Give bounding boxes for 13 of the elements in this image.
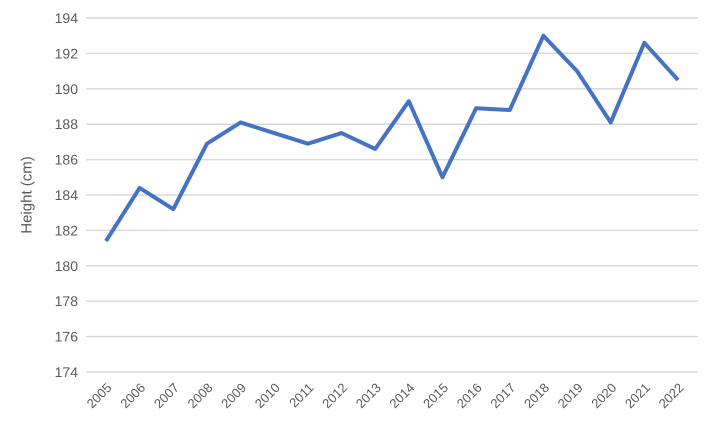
line-series xyxy=(104,34,680,244)
y-tick-label: 180 xyxy=(54,258,78,274)
y-tick-label: 194 xyxy=(54,10,78,26)
y-tick-label: 178 xyxy=(54,293,78,310)
y-tick-label: 184 xyxy=(54,186,78,203)
y-tick-label: 176 xyxy=(54,328,78,345)
y-tick-label: 190 xyxy=(54,80,78,97)
y-tick-label: 186 xyxy=(54,152,78,168)
y-tick-label: 188 xyxy=(54,116,78,132)
y-axis-title: Height (cm) xyxy=(18,156,36,234)
y-tick-label: 192 xyxy=(54,45,78,62)
y-tick-label: 174 xyxy=(54,364,78,380)
y-tick-label: 182 xyxy=(54,222,78,238)
